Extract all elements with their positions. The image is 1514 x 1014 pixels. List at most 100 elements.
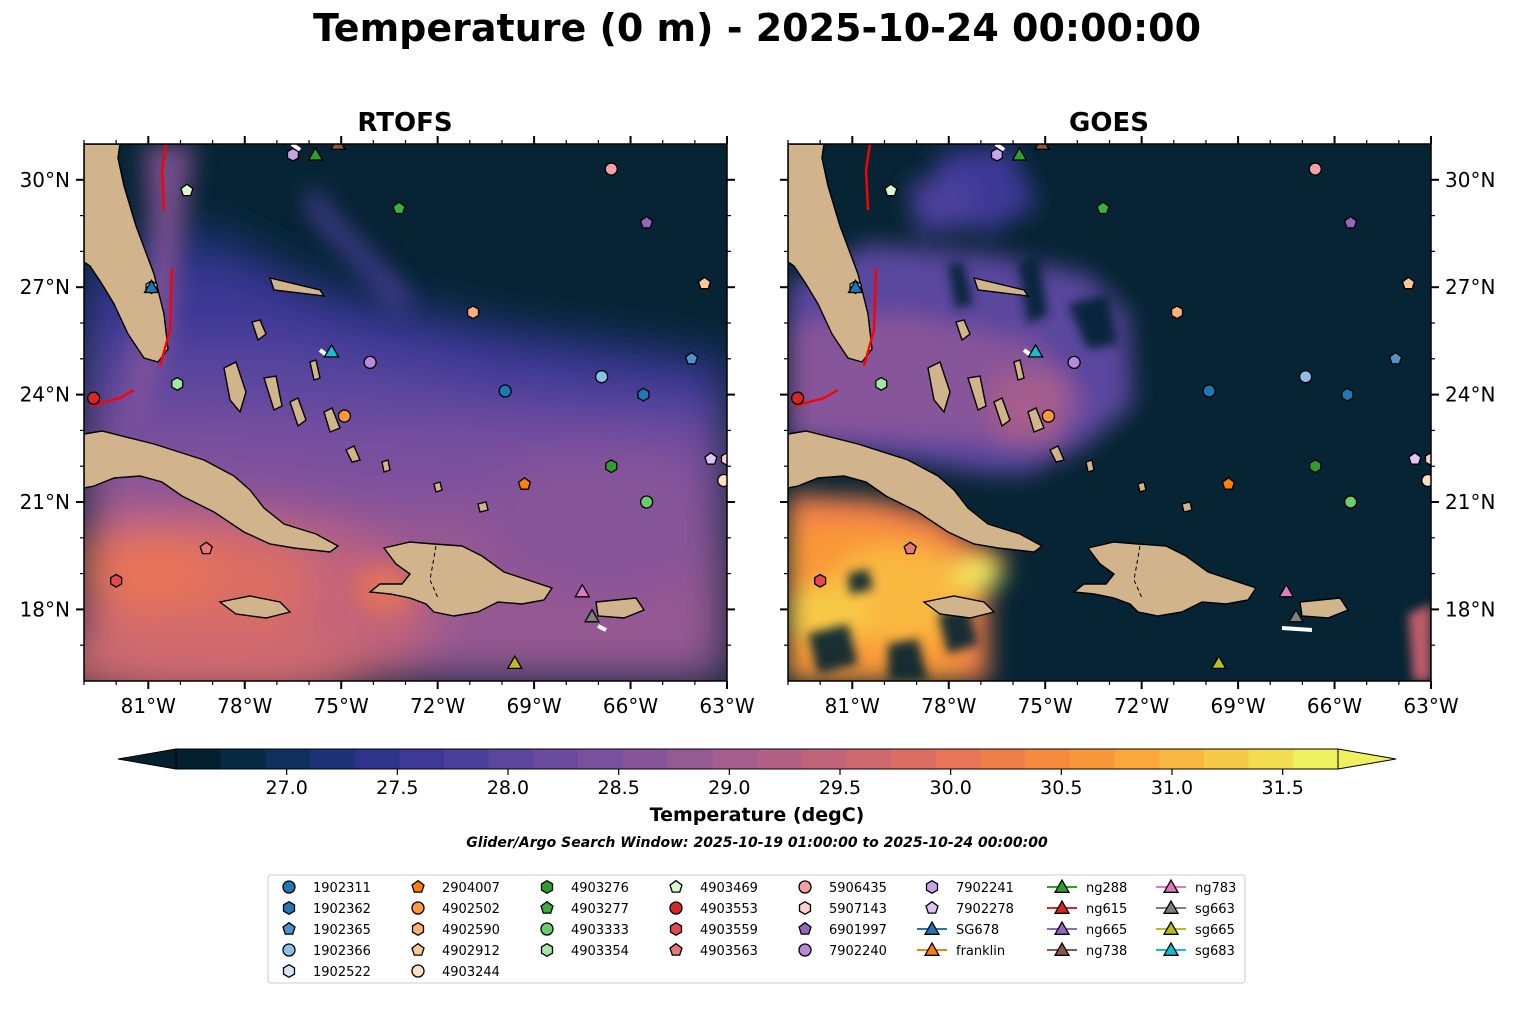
y-tick-label: 24°N [1445, 383, 1495, 407]
platform-4903563 [903, 541, 917, 555]
legend-label-7902240: 7902240 [829, 944, 887, 959]
legend-label-ng783: ng783 [1195, 881, 1236, 896]
y-tick-label: 21°N [20, 490, 70, 514]
legend-marker-5907143 [798, 900, 812, 916]
legend-marker-4903354 [540, 942, 554, 958]
legend-label-4903559: 4903559 [700, 923, 758, 938]
platform-ng288 [1011, 146, 1028, 161]
platform-4902912 [697, 276, 712, 290]
legend-marker-4902590 [411, 921, 425, 937]
legend-label-4902912: 4902912 [442, 944, 500, 959]
colorbar-segment [757, 749, 803, 769]
platform-4903553 [86, 391, 101, 405]
colorbar-segment [891, 749, 937, 769]
legend-label-4902590: 4902590 [442, 923, 500, 938]
colorbar-segment [310, 749, 356, 769]
platform-7902240 [363, 355, 377, 370]
platform-1902366 [1298, 370, 1313, 384]
platform-5906435 [1308, 162, 1322, 176]
legend-label-4903277: 4903277 [571, 902, 629, 917]
colorbar-tick-label: 31.5 [1262, 777, 1304, 799]
x-tick-label: 75°W [1018, 694, 1073, 718]
legend-marker-SG678 [923, 920, 941, 935]
platform-4903276 [1309, 459, 1322, 474]
legend-label-4903553: 4903553 [700, 902, 758, 917]
platform-sg663 [1287, 608, 1305, 623]
platform-ng615 [794, 126, 808, 138]
legend-marker-4903276 [540, 879, 554, 895]
legend-marker-sg663 [1162, 899, 1180, 914]
colorbar-tick-label: 31.0 [1151, 777, 1193, 799]
legend-marker-4903563 [669, 942, 683, 956]
platform-1902366 [594, 370, 609, 384]
x-tick-label: 72°W [410, 694, 465, 718]
legend-marker-1902522 [282, 963, 296, 979]
colorbar-frame [175, 748, 1339, 770]
platform-sg663 [583, 608, 601, 623]
platform-4903553 [790, 391, 805, 405]
rtofs-panel-title: RTOFS [357, 108, 453, 138]
platform-4903277 [392, 201, 406, 215]
platform-ng738 [329, 144, 347, 150]
colorbar-segment [533, 749, 579, 769]
colorbar: 27.0 27.5 28.0 28.5 29.0 29.5 30.0 30.5 31.0 31.5 [117, 748, 1397, 799]
y-tick-label: 18°N [20, 597, 70, 621]
platform-ng615 [90, 126, 104, 138]
colorbar-segment [935, 749, 982, 769]
legend-marker-sg665 [1162, 920, 1180, 935]
legend-marker-5906435 [798, 880, 812, 894]
platform-ng738 [1033, 144, 1051, 150]
platform-7902278 [704, 451, 718, 465]
platform-2904007 [517, 476, 532, 490]
goes-map-panel: 81°W 78°W 75°W 72°W 69°W 66°W 63°W 30°N 27°N 24°N… [780, 116, 1495, 718]
platform-4903333 [639, 495, 654, 509]
colorbar-tick-label: 28.0 [487, 777, 529, 799]
colorbar-segment [846, 749, 892, 769]
platform-1902311 [1202, 384, 1216, 398]
legend-label-1902311: 1902311 [313, 881, 371, 896]
legend-marker-franklin [923, 941, 941, 956]
platform-5907143 [720, 451, 727, 467]
platform-4903276 [605, 459, 618, 474]
platform-SG678 [143, 278, 160, 294]
legend-label-4903244: 4903244 [442, 965, 500, 980]
legend-marker-1902362 [282, 900, 296, 916]
colorbar-segment [354, 749, 401, 769]
platform-4903469 [884, 183, 898, 197]
x-tick-label: 63°W [699, 694, 754, 718]
colorbar-tick-label: 30.0 [930, 777, 972, 799]
colorbar-segment [801, 749, 847, 769]
colorbar-segment [1025, 749, 1071, 769]
colorbar-segment [1159, 749, 1205, 769]
legend-label-4903333: 4903333 [571, 923, 629, 938]
colorbar-tick-label: 30.5 [1040, 777, 1082, 799]
legend-label-sg683: sg683 [1195, 944, 1235, 959]
legend-label-6901997: 6901997 [829, 923, 887, 938]
y-tick-label: 18°N [1445, 597, 1495, 621]
legend-marker-ng783 [1162, 878, 1180, 893]
legend-marker-1902366 [282, 943, 296, 957]
legend-marker-4903277 [540, 900, 554, 914]
platform-markers-goes [790, 116, 1431, 670]
legend-label-1902365: 1902365 [313, 923, 371, 938]
colorbar-tick-label: 27.5 [376, 777, 418, 799]
colorbar-segment [980, 749, 1026, 769]
platform-6901997 [639, 215, 654, 229]
legend-marker-6901997 [798, 921, 812, 935]
platform-4903469 [180, 183, 194, 197]
legend-label-1902362: 1902362 [313, 902, 371, 917]
platform-7902241 [286, 147, 300, 162]
legend-marker-7902240 [798, 943, 812, 957]
x-tick-label: 72°W [1114, 694, 1169, 718]
y-tick-label: 30°N [1445, 168, 1495, 192]
platform-7902241 [990, 147, 1004, 162]
platform-franklin [890, 116, 904, 128]
platform-4902502 [337, 409, 352, 423]
colorbar-segment [578, 749, 624, 769]
x-tick-label: 66°W [603, 694, 658, 718]
legend-marker-4903244 [411, 964, 425, 978]
legend-marker-sg683 [1162, 941, 1180, 956]
platform-sg683 [323, 343, 340, 358]
legend-marker-4903559 [669, 921, 683, 937]
